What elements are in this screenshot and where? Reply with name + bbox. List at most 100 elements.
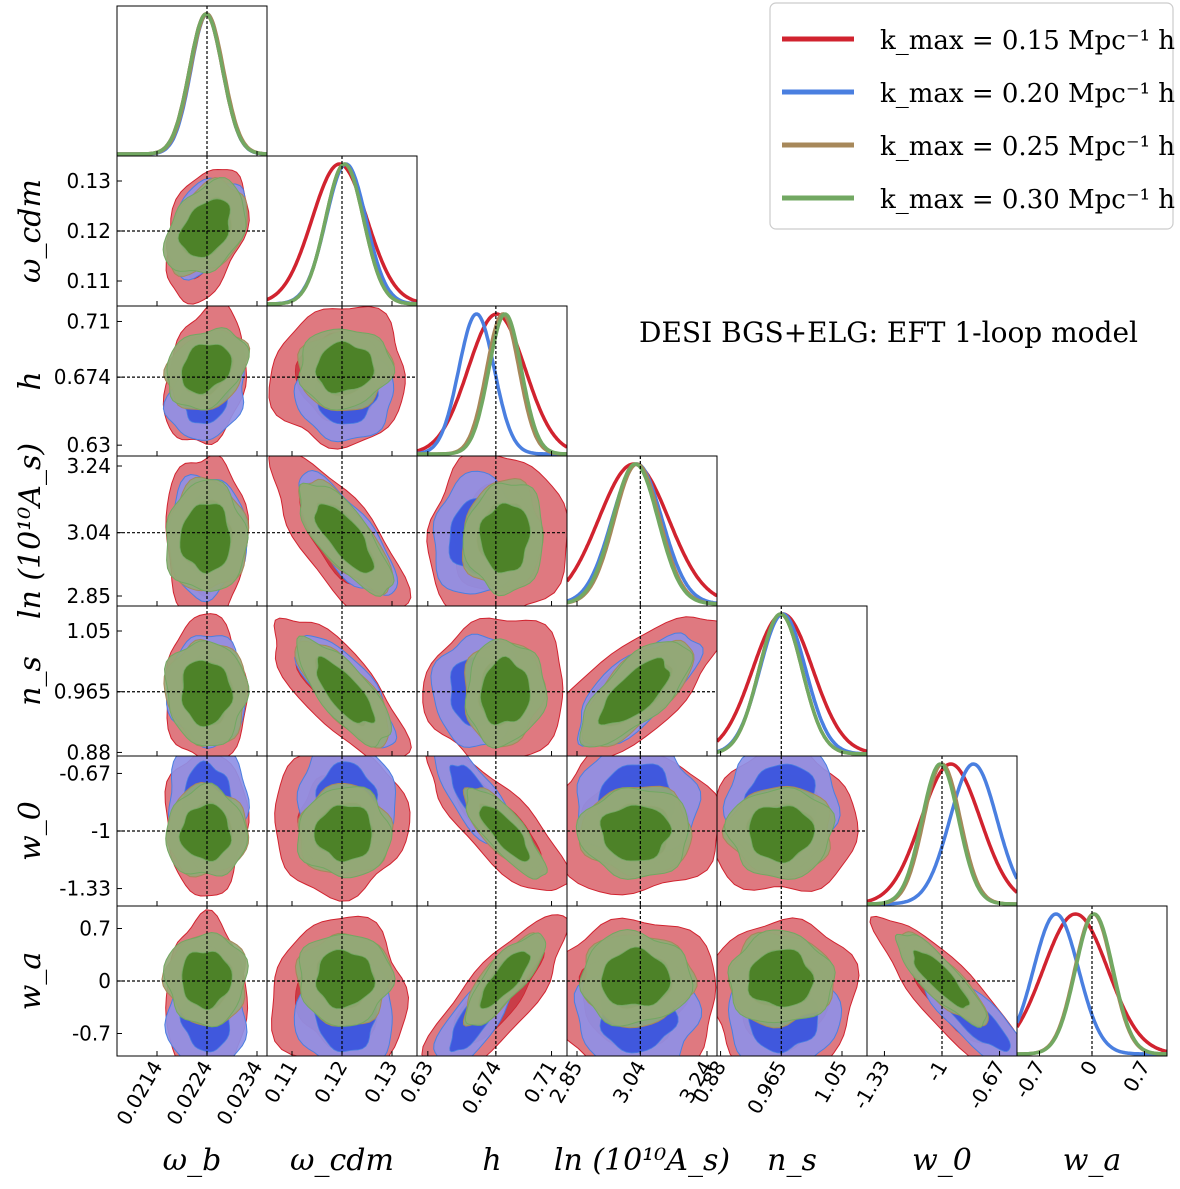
panel-lnAs-omega_b — [116, 455, 268, 607]
marginal-n_s-series-0 — [717, 612, 867, 753]
ylabel-n_s: n_s — [13, 656, 48, 706]
xlabel-omega_b: ω_b — [163, 1143, 222, 1178]
panel-w0-h — [416, 755, 568, 907]
panel-lnAs-h — [416, 455, 568, 607]
panel-wa-n_s — [716, 905, 868, 1057]
xlabel-n_s: n_s — [767, 1143, 817, 1178]
marginal-lnAs-series-0 — [567, 462, 717, 598]
marginal-n_s-series-3 — [717, 612, 867, 756]
ytick-label-lnAs: 3.04 — [66, 521, 111, 545]
marginal-omega_cdm-series-3 — [267, 162, 417, 306]
marginal-wa-series-3 — [1017, 912, 1167, 1056]
contour68-w0-h-series-3 — [478, 805, 531, 863]
panel-wa-omega_cdm — [266, 905, 418, 1057]
xtick-label-w0: -1 — [922, 1057, 953, 1086]
ytick-label-n_s: 0.88 — [66, 740, 111, 764]
marginal-omega_b-series-3 — [117, 12, 267, 156]
contour68-h-omega_b-series-3 — [181, 344, 233, 395]
contour68-lnAs-omega_b-series-3 — [179, 503, 232, 574]
legend-label-1: k_max = 0.20 Mpc⁻¹ h — [880, 79, 1175, 109]
xtick-label-omega_b: 0.0224 — [162, 1057, 218, 1130]
contour68-wa-omega_cdm-series-3 — [315, 949, 376, 1010]
legend-label-3: k_max = 0.30 Mpc⁻¹ h — [880, 185, 1175, 215]
panel-n_s-omega_b — [116, 605, 268, 757]
panel-n_s-n_s — [716, 605, 868, 757]
xtick-label-h: 0.63 — [395, 1057, 438, 1108]
marginal-h-series-3 — [417, 312, 567, 456]
xtick-label-n_s: 0.965 — [742, 1057, 791, 1119]
panel-w0-w0 — [866, 755, 1018, 907]
ylabel-w0: w_0 — [13, 801, 48, 861]
ytick-label-n_s: 0.965 — [54, 680, 111, 704]
legend: k_max = 0.15 Mpc⁻¹ h k_max = 0.20 Mpc⁻¹ h… — [769, 2, 1175, 230]
panel-omega_cdm-omega_cdm — [266, 155, 418, 307]
marginal-lnAs-series-1 — [567, 462, 717, 605]
ytick-label-w0: -1 — [91, 819, 111, 843]
xtick-label-w0: -0.67 — [963, 1057, 1010, 1114]
panel-wa-wa — [1016, 905, 1168, 1057]
ytick-label-wa: 0.7 — [79, 917, 111, 941]
panel-wa-omega_b — [116, 905, 268, 1057]
panel-frame — [116, 5, 268, 157]
contour68-n_s-h-series-3 — [479, 655, 531, 726]
marginal-w0-series-0 — [867, 762, 1017, 904]
xtick-label-lnAs: 3.04 — [608, 1057, 651, 1108]
panel-h-h — [416, 305, 568, 457]
xtick-label-n_s: 1.05 — [809, 1057, 852, 1108]
legend-box — [769, 2, 1174, 230]
ytick-label-lnAs: 2.85 — [66, 584, 111, 608]
panels-layer — [116, 5, 1168, 1057]
contour68-h-omega_cdm-series-3 — [314, 340, 375, 394]
xtick-label-omega_b: 0.0214 — [112, 1057, 168, 1130]
panel-omega_b-omega_b — [116, 5, 268, 157]
marginal-omega_b-series-2 — [117, 12, 267, 156]
contour68-w0-omega_cdm-series-3 — [313, 804, 373, 863]
panel-omega_cdm-omega_b — [116, 155, 268, 307]
ytick-label-wa: 0 — [98, 969, 111, 993]
contour68-w0-lnAs-series-3 — [599, 804, 673, 862]
ytick-label-h: 0.71 — [66, 309, 111, 333]
ytick-label-wa: -0.7 — [72, 1022, 111, 1046]
ylabel-wa: w_a — [13, 952, 48, 1011]
xtick-label-wa: -0.7 — [1010, 1057, 1050, 1103]
ylabel-lnAs: ln (10¹⁰A_s) — [13, 443, 48, 619]
ytick-label-w0: -0.67 — [59, 761, 111, 785]
contour68-wa-lnAs-series-3 — [600, 946, 672, 1007]
legend-label-0: k_max = 0.15 Mpc⁻¹ h — [880, 26, 1175, 56]
panel-n_s-h — [416, 605, 568, 757]
xlabel-omega_cdm: ω_cdm — [290, 1143, 394, 1178]
contour68-wa-h-series-3 — [479, 950, 532, 1010]
ytick-label-omega_cdm: 0.11 — [66, 269, 111, 293]
ytick-label-omega_cdm: 0.13 — [66, 169, 111, 193]
marginal-w0-series-3 — [867, 762, 1017, 906]
marginal-omega_b-series-0 — [117, 12, 267, 156]
xtick-label-w0: -1.33 — [848, 1057, 895, 1114]
ylabel-omega_cdm: ω_cdm — [13, 179, 48, 283]
panel-n_s-omega_cdm — [266, 605, 418, 757]
ytick-label-w0: -1.33 — [59, 877, 111, 901]
contour68-wa-w0-series-3 — [912, 949, 971, 1009]
contour68-lnAs-h-series-3 — [478, 502, 531, 574]
panel-w0-n_s — [716, 755, 868, 907]
panel-h-omega_b — [116, 305, 268, 457]
marginal-lnAs-series-3 — [567, 462, 717, 606]
panel-w0-omega_b — [116, 755, 268, 907]
ytick-label-omega_cdm: 0.12 — [66, 219, 111, 243]
xtick-label-omega_cdm: 0.11 — [259, 1057, 302, 1108]
ytick-label-lnAs: 3.24 — [66, 454, 111, 478]
panel-n_s-lnAs — [566, 605, 718, 757]
xtick-label-wa: 0 — [1075, 1057, 1102, 1080]
xlabel-lnAs: ln (10¹⁰A_s) — [554, 1143, 730, 1178]
marginal-omega_b-series-1 — [117, 12, 267, 156]
marginal-wa-series-1 — [1017, 912, 1167, 1056]
legend-label-2: k_max = 0.25 Mpc⁻¹ h — [880, 132, 1175, 162]
xtick-label-omega_cdm: 0.13 — [359, 1057, 402, 1108]
contour68-w0-n_s-series-3 — [748, 805, 816, 864]
panel-wa-h — [416, 905, 568, 1057]
xtick-label-omega_b: 0.0234 — [212, 1057, 268, 1130]
ticks-layer: 0.110.120.13ω_cdm0.630.6740.71h2.853.043… — [13, 169, 1155, 1178]
panel-w0-omega_cdm — [266, 755, 418, 907]
ylabel-h: h — [13, 371, 48, 390]
panel-lnAs-lnAs — [566, 455, 718, 607]
